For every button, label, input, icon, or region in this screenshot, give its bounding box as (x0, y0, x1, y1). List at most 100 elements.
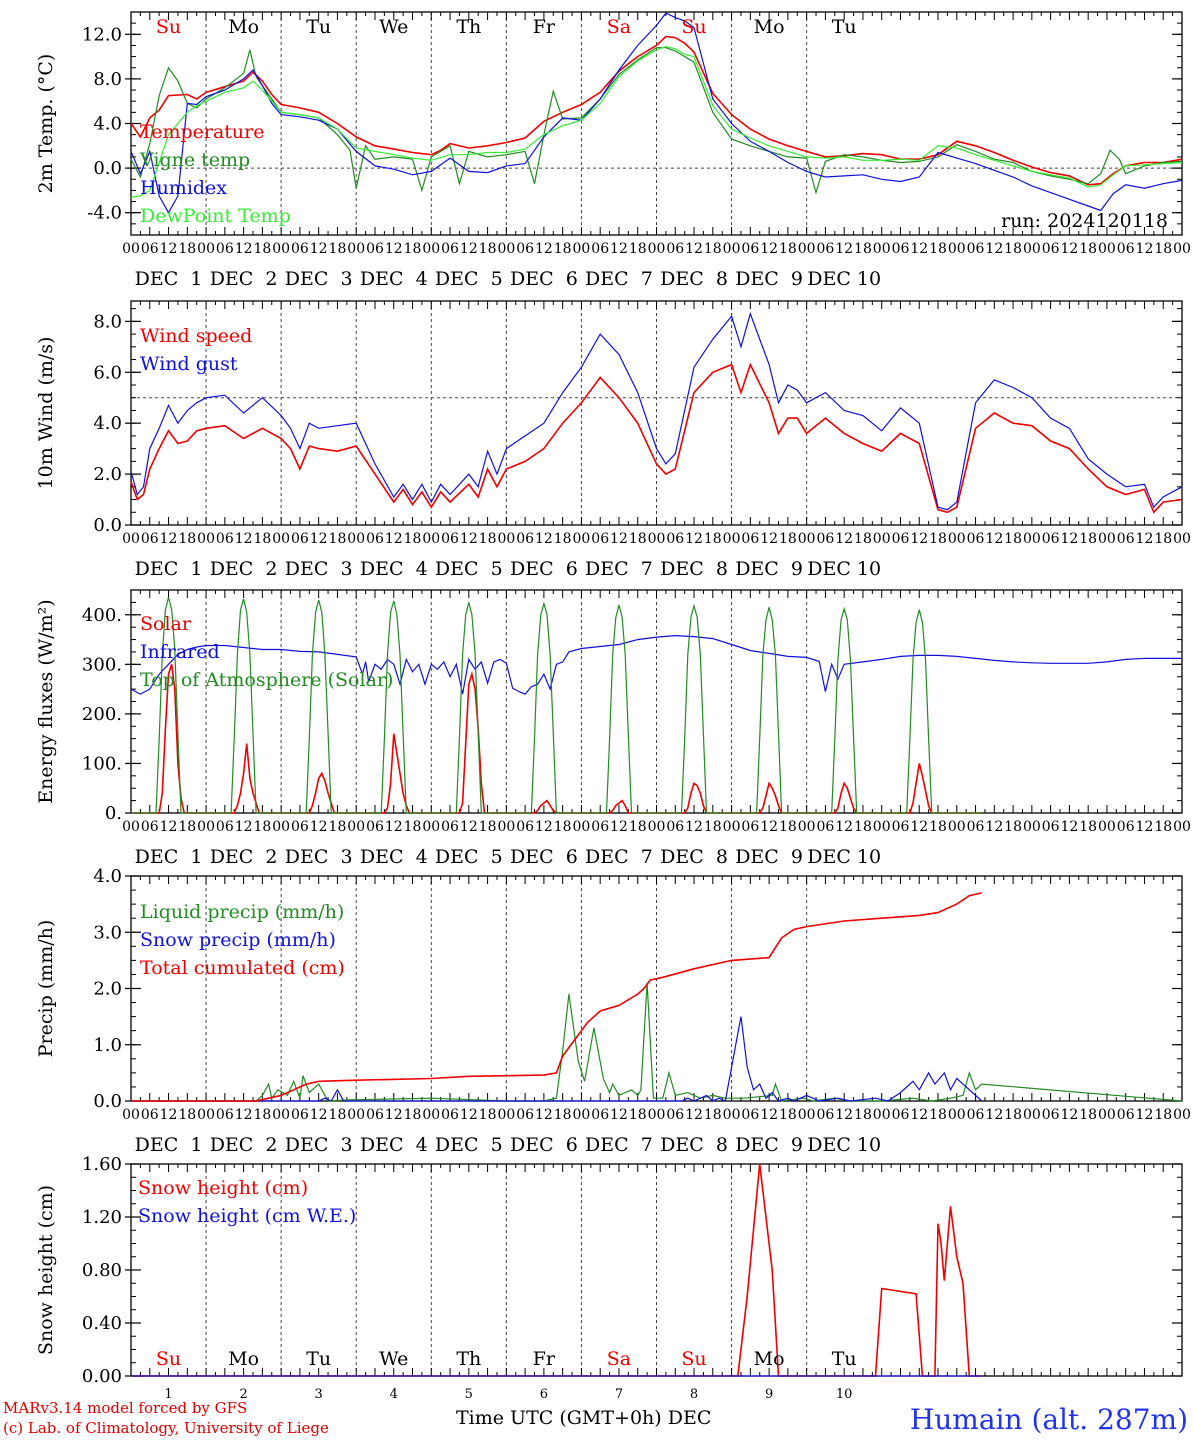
hour-tick-label: 00 (197, 531, 215, 547)
weekday-label-top: Tu (306, 16, 331, 38)
date-label: DEC 4 (360, 558, 428, 580)
hour-tick-label: 06 (1042, 531, 1060, 547)
hour-tick-label: 12 (910, 819, 928, 835)
weekday-label-top: Su (156, 16, 181, 38)
weekday-label-bottom: Mo (754, 1348, 785, 1370)
day-number-label: 7 (615, 1387, 623, 1402)
hour-tick-label: 00 (1023, 531, 1041, 547)
y-tick-label: 0. (105, 803, 122, 824)
y-tick-label: 100. (82, 753, 122, 774)
y-tick-label: 1.60 (82, 1154, 122, 1175)
hour-tick-label: 00 (272, 819, 290, 835)
hour-tick-label: 12 (535, 1107, 553, 1123)
hour-tick-label: 00 (723, 819, 741, 835)
date-label: DEC 6 (510, 558, 578, 580)
hour-tick-label: 18 (1154, 531, 1172, 547)
hour-tick-label: 06 (1117, 531, 1135, 547)
hour-tick-label: 12 (910, 1107, 928, 1123)
hour-tick-label: 18 (479, 531, 497, 547)
hour-tick-label: 00 (1098, 531, 1116, 547)
hour-tick-label: 12 (910, 531, 928, 547)
hour-tick-label: 12 (760, 819, 778, 835)
date-label: DEC 3 (285, 1134, 353, 1156)
hour-tick-label: 06 (366, 1107, 384, 1123)
weekday-label-bottom: Mo (228, 1348, 259, 1370)
hour-tick-label: 12 (1136, 819, 1154, 835)
hour-tick-label: 12 (910, 241, 928, 257)
panel-3 (125, 589, 1183, 814)
date-label: DEC 5 (435, 558, 503, 580)
hour-tick-label: 06 (967, 531, 985, 547)
date-label: DEC 5 (435, 1134, 503, 1156)
hour-tick-label: 00 (497, 241, 515, 257)
legend-entry: Top of Atmosphere (Solar) (140, 669, 393, 691)
hour-tick-label: 00 (1023, 819, 1041, 835)
hour-tick-label: 18 (929, 819, 947, 835)
hour-tick-label: 00 (798, 1107, 816, 1123)
hour-tick-label: 06 (591, 819, 609, 835)
date-label: DEC 9 (735, 846, 803, 868)
hour-tick-label: 12 (1060, 1107, 1078, 1123)
hour-tick-label: 00 (497, 819, 515, 835)
hour-tick-label: 06 (967, 819, 985, 835)
hour-tick-label: 12 (760, 1107, 778, 1123)
hour-tick-label: 00 (573, 1107, 591, 1123)
legend-entry: Temperature (140, 121, 264, 143)
hour-tick-label: 00 (723, 241, 741, 257)
hour-tick-label: 06 (892, 819, 910, 835)
date-label: DEC 3 (285, 268, 353, 290)
hour-tick-label: 06 (216, 819, 234, 835)
hour-tick-label: 12 (160, 241, 178, 257)
hour-tick-label: 18 (854, 1107, 872, 1123)
hour-tick-label: 12 (310, 819, 328, 835)
hour-tick-label: 06 (366, 531, 384, 547)
hour-tick-label: 00 (648, 819, 666, 835)
hour-tick-label: 06 (441, 531, 459, 547)
date-label: DEC 2 (210, 558, 278, 580)
date-label: DEC 2 (210, 1134, 278, 1156)
hour-tick-label: 06 (441, 1107, 459, 1123)
hour-tick-label: 06 (666, 531, 684, 547)
series-line-total-cumulated-cm- (131, 892, 982, 1102)
hour-tick-label: 00 (873, 819, 891, 835)
hour-tick-label: 00 (798, 819, 816, 835)
hour-tick-label: 00 (347, 531, 365, 547)
date-label: DEC 1 (135, 846, 203, 868)
hour-tick-label: 12 (460, 241, 478, 257)
y-tick-label: 3.0 (93, 922, 122, 943)
series-line-top-of-atmosphere-solar- (131, 597, 982, 814)
date-label: DEC 7 (585, 268, 653, 290)
hour-tick-label: 06 (1117, 1107, 1135, 1123)
footer-copyright: (c) Lab. of Climatology, University of L… (3, 1419, 329, 1437)
y-tick-label: 0.0 (93, 515, 122, 536)
hour-tick-label: 06 (366, 819, 384, 835)
hour-tick-label: 06 (741, 819, 759, 835)
day-number-label: 1 (164, 1387, 172, 1402)
legend-entry: Solar (140, 613, 192, 635)
hour-tick-label: 06 (516, 241, 534, 257)
y-tick-label: 0.80 (82, 1260, 122, 1281)
date-label: DEC 7 (585, 558, 653, 580)
hour-tick-label: 06 (816, 241, 834, 257)
hour-tick-label: 18 (479, 241, 497, 257)
hour-tick-label: 12 (535, 531, 553, 547)
y-tick-label: 0.00 (82, 1366, 122, 1387)
date-label: DEC 2 (210, 846, 278, 868)
date-label: DEC 1 (135, 1134, 203, 1156)
hour-tick-label: 00 (197, 1107, 215, 1123)
hour-tick-label: 00 (723, 531, 741, 547)
hour-tick-label: 18 (629, 241, 647, 257)
day-number-label: 2 (239, 1387, 247, 1402)
hour-tick-label: 12 (685, 819, 703, 835)
hour-tick-label: 18 (329, 819, 347, 835)
hour-tick-label: 06 (141, 819, 159, 835)
hour-tick-label: 12 (460, 819, 478, 835)
hour-tick-label: 06 (816, 819, 834, 835)
hour-tick-label: 12 (1060, 241, 1078, 257)
hour-tick-label: 06 (141, 531, 159, 547)
hour-tick-label: 06 (1042, 241, 1060, 257)
hour-tick-label: 18 (1154, 241, 1172, 257)
hour-tick-label: 12 (235, 241, 253, 257)
y-tick-label: -4.0 (87, 203, 122, 224)
hour-tick-label: 12 (535, 819, 553, 835)
